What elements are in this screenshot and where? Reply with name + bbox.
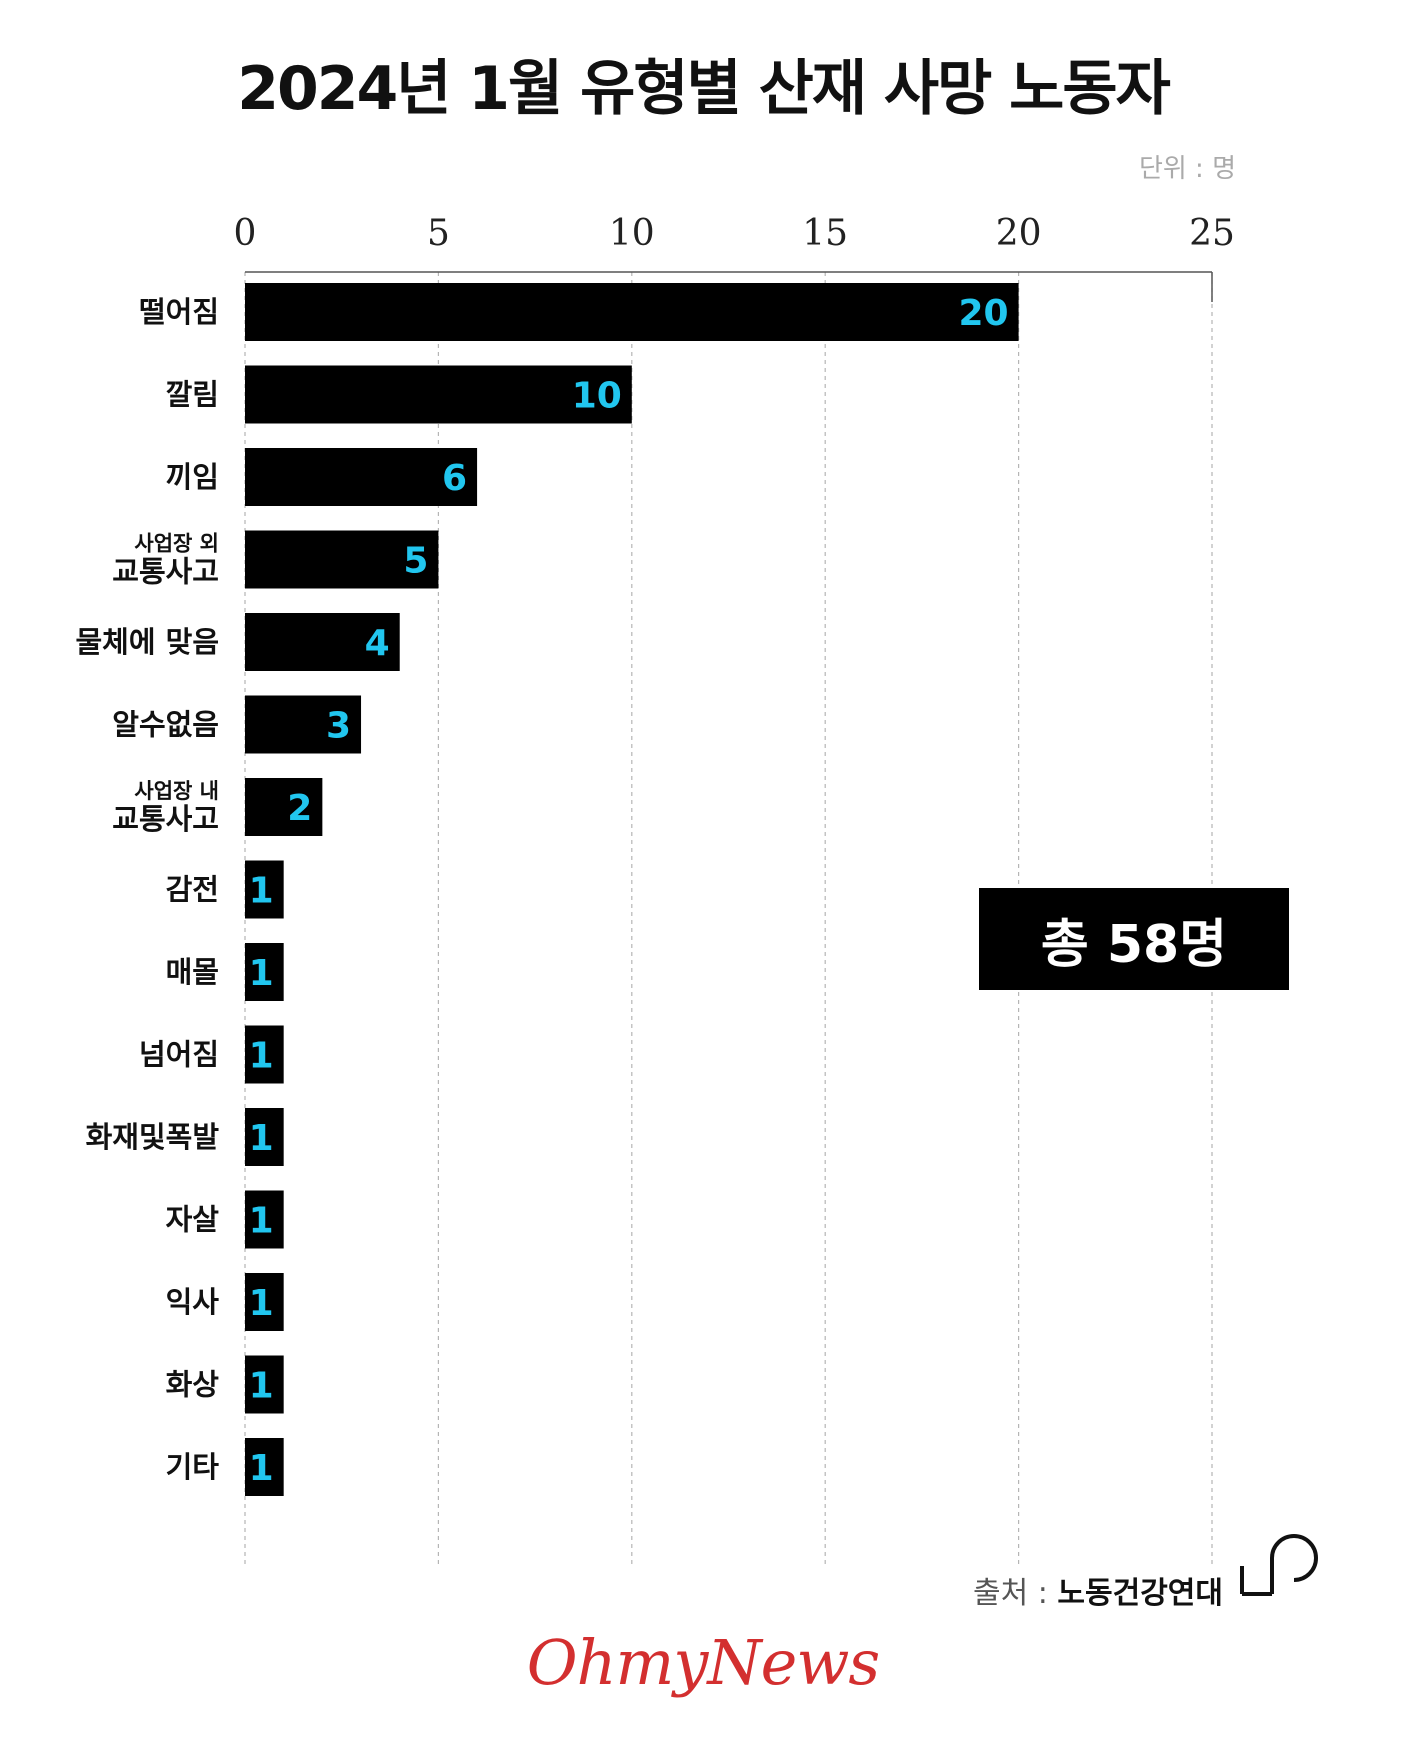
unit-label: 단위 : 명 <box>1138 154 1236 184</box>
value-label: 1 <box>249 871 274 912</box>
value-label: 10 <box>572 376 622 417</box>
source-label: 출처 : <box>973 1576 1048 1611</box>
x-tick-label: 15 <box>802 213 848 254</box>
value-label: 1 <box>249 1036 274 1077</box>
bars <box>245 283 1019 1496</box>
bar <box>245 283 1019 341</box>
x-tick-label: 10 <box>609 213 655 254</box>
category-label: 물체에 맞음 <box>76 625 220 659</box>
bar <box>245 1355 284 1414</box>
bar <box>245 1108 284 1166</box>
category-label: 감전 <box>166 873 219 907</box>
category-label-line: 사업장 내 <box>134 779 219 803</box>
source-credit: 출처 : 노동건강연대 <box>973 1568 1223 1612</box>
category-label: 깔림 <box>166 378 219 412</box>
value-label: 4 <box>365 623 390 664</box>
category-label: 자살 <box>166 1203 220 1237</box>
bar <box>245 1190 284 1249</box>
category-label-line: 사업장 외 <box>134 532 219 556</box>
x-axis: 0 5 10 15 20 25 <box>234 213 1235 302</box>
bar <box>245 613 400 671</box>
category-label: 매몰 <box>166 955 219 989</box>
value-label: 2 <box>287 788 312 829</box>
value-label: 1 <box>249 953 274 994</box>
bar <box>245 860 284 919</box>
value-label: 3 <box>326 706 351 747</box>
source-logo-icon <box>1240 1534 1318 1596</box>
category-label: 넘어짐 <box>139 1038 219 1072</box>
value-label: 1 <box>249 1118 274 1159</box>
category-label: 화재및폭발 <box>86 1120 220 1154</box>
category-label-line: 교통사고 <box>112 555 219 589</box>
category-label: 떨어짐 <box>139 295 219 329</box>
bar <box>245 448 478 506</box>
bar <box>245 365 632 424</box>
value-label: 1 <box>249 1283 274 1324</box>
value-label: 20 <box>958 293 1008 334</box>
source-name: 노동건강연대 <box>1057 1576 1223 1611</box>
total-badge: 총 58명 <box>979 888 1289 990</box>
value-labels: 20 10 6 54 32 1 1 1 1 1 1 1 1 <box>249 293 1009 1489</box>
category-label: 기타 <box>166 1450 220 1484</box>
bar <box>245 778 323 836</box>
brand-logo: OhmyNews <box>526 1626 880 1699</box>
bar <box>245 1273 284 1331</box>
value-label: 1 <box>249 1201 274 1242</box>
bar <box>245 1438 284 1496</box>
x-tick-label: 20 <box>996 213 1042 254</box>
value-label: 5 <box>403 541 428 582</box>
bar <box>245 695 362 754</box>
x-tick-label: 5 <box>427 213 450 254</box>
value-label: 6 <box>442 458 467 499</box>
category-label: 끼임 <box>166 460 219 494</box>
category-label: 익사 <box>166 1285 220 1319</box>
bar <box>245 1025 284 1084</box>
category-label-line: 교통사고 <box>112 802 219 836</box>
x-tick-label: 25 <box>1189 213 1235 254</box>
bar <box>245 530 439 589</box>
category-label: 알수없음 <box>112 708 219 742</box>
x-tick-label: 0 <box>234 213 257 254</box>
value-label: 1 <box>249 1448 274 1489</box>
category-label: 화상 <box>166 1368 220 1402</box>
value-label: 1 <box>249 1366 274 1407</box>
chart-title: 2024년 1월 유형별 산재 사망 노동자 <box>237 54 1171 124</box>
bar <box>245 943 284 1001</box>
